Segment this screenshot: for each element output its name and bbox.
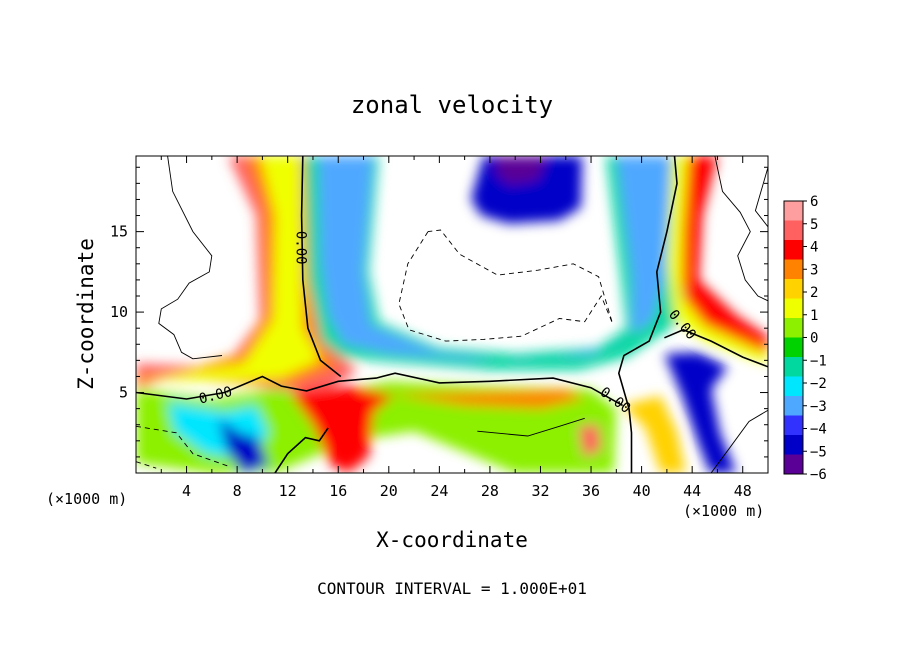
field-lower-red-patch <box>578 424 602 457</box>
contour-label: 0.00 <box>292 231 308 265</box>
x-tick-label: 12 <box>279 482 297 500</box>
x-tick-label: 20 <box>380 482 398 500</box>
x-tick-label: 16 <box>329 482 347 500</box>
colorbar-swatch <box>784 357 803 377</box>
colorbar-label: 4 <box>810 240 818 256</box>
colorbar-label: 3 <box>810 262 818 278</box>
plot-area: 0.000.00 0.000.00 <box>136 156 768 473</box>
x-unit-label-right: (×1000 m) <box>683 502 764 520</box>
colorbar-swatch <box>784 259 803 280</box>
y-axis-ticks: 5 10 15 <box>110 166 768 458</box>
x-tick-label: 32 <box>531 482 549 500</box>
contour-positive-line <box>710 409 768 473</box>
field-band-left-yellow <box>136 156 321 382</box>
contour-label: 0.00 <box>197 384 234 408</box>
field-band-blue <box>318 156 674 361</box>
colorbar-swatch <box>784 376 803 397</box>
contour-zero-line <box>274 427 329 473</box>
colorbar-label: −4 <box>810 422 827 438</box>
contour-negative-line <box>136 425 230 468</box>
colorbar-swatch <box>784 435 803 455</box>
colorbar-swatch <box>784 337 803 358</box>
colorbar-swatch <box>784 220 803 241</box>
x-tick-label: 44 <box>683 482 701 500</box>
colorbar-label: −6 <box>810 467 827 483</box>
x-unit-label-left: (×1000 m) <box>46 490 127 508</box>
colorbar-swatch <box>784 240 803 260</box>
field-lower-right-blue <box>664 352 737 473</box>
contour-negative-line <box>398 229 613 342</box>
chart-title: zonal velocity <box>351 91 553 119</box>
x-axis-label: X-coordinate <box>376 528 528 552</box>
colorbar-label: −5 <box>810 444 827 460</box>
x-tick-label: 36 <box>582 482 600 500</box>
contour-zero-line <box>136 372 623 407</box>
field-lower-left-darkblue <box>218 418 269 473</box>
field-lower-red-wedge <box>290 386 394 473</box>
colorbar-swatch <box>784 415 803 436</box>
y-axis-label: Z-coordinate <box>74 238 98 390</box>
y-tick-label: 10 <box>110 303 128 321</box>
colorbar-label: −1 <box>810 353 827 369</box>
colorbar-swatch <box>784 298 803 319</box>
colorbar: 6 5 4 3 2 1 0 −1 −2 −3 −4 −5 −6 <box>783 194 827 483</box>
x-tick-label: 8 <box>233 482 242 500</box>
x-tick-label: 48 <box>734 482 752 500</box>
x-tick-label: 28 <box>481 482 499 500</box>
colorbar-swatch <box>784 279 803 299</box>
field-lower-orange-band <box>388 389 585 409</box>
colorbar-swatch <box>784 454 803 475</box>
colorbar-label: 5 <box>810 217 818 233</box>
colorbar-swatch <box>784 396 803 416</box>
colorbar-label: −3 <box>810 399 827 415</box>
colorbar-swatch <box>784 318 803 338</box>
colorbar-label: 2 <box>810 285 818 301</box>
y-tick-label: 15 <box>110 223 128 241</box>
contour-zero-line <box>300 156 342 378</box>
colorbar-label: −2 <box>810 376 827 392</box>
field-band-right-yellow <box>666 156 768 364</box>
colorbar-label: 1 <box>810 308 818 324</box>
x-axis-ticks: 4 8 12 16 20 24 28 32 36 40 44 48 <box>160 156 752 500</box>
y-tick-label: 5 <box>119 384 128 402</box>
contour-positive-line <box>754 167 768 228</box>
x-tick-label: 24 <box>430 482 448 500</box>
contour-lines <box>136 156 768 473</box>
colorbar-label: 6 <box>810 194 818 210</box>
colorbar-swatch <box>784 201 803 221</box>
contour-interval-note: CONTOUR INTERVAL = 1.000E+01 <box>317 579 587 598</box>
contour-positive-line <box>477 417 585 437</box>
field-band-right-red <box>679 156 768 353</box>
colorbar-label: 0 <box>810 331 818 347</box>
x-tick-label: 4 <box>182 482 191 500</box>
contour-positive-line <box>158 156 223 360</box>
field-lobe-purple <box>496 156 547 185</box>
contour-zero-line <box>617 156 678 473</box>
contour-positive-line <box>714 156 768 302</box>
plot-frame <box>135 155 769 474</box>
contour-zero-line <box>664 328 768 368</box>
contour-negative-line <box>136 461 157 469</box>
x-tick-label: 40 <box>633 482 651 500</box>
field-lower-right-yellow <box>622 395 686 473</box>
